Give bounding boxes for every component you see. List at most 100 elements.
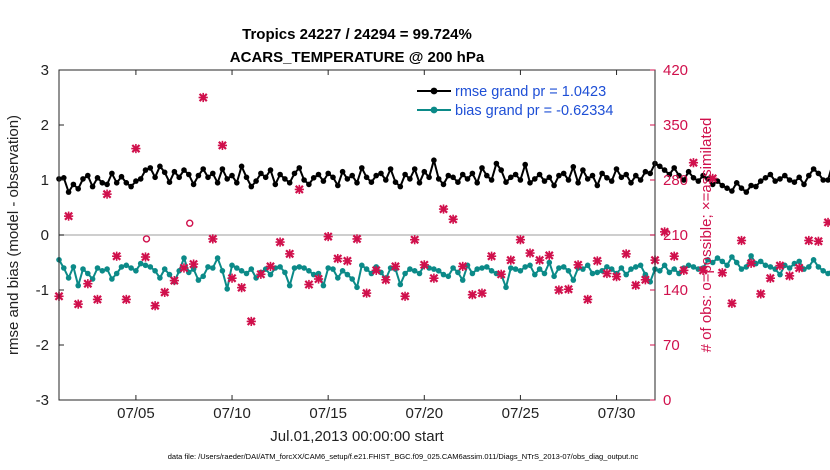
bias-point (104, 266, 110, 272)
assimilated-count-marker (621, 249, 631, 259)
rmse-point (325, 170, 332, 177)
rmse-point (176, 174, 182, 181)
assimilated-count-marker (756, 289, 766, 299)
assimilated-count-marker (554, 285, 564, 295)
bias-point (315, 270, 322, 277)
rmse-point (541, 178, 548, 184)
rmse-point (306, 181, 312, 188)
y-right-tick-label: 350 (663, 117, 688, 134)
assimilated-count-marker (727, 298, 737, 308)
rmse-point (536, 171, 543, 178)
rmse-point (214, 180, 221, 186)
x-tick-label: 07/10 (213, 405, 251, 422)
y-left-tick-label: 1 (41, 172, 49, 189)
bias-point (166, 271, 173, 278)
rmse-point (243, 174, 250, 181)
rmse-point (315, 171, 322, 178)
bias-point (527, 262, 533, 269)
rmse-point (157, 163, 163, 170)
assimilated-count-marker (333, 253, 343, 264)
assimilated-count-marker (169, 275, 179, 286)
assimilated-count-marker (323, 231, 333, 242)
rmse-point (661, 167, 668, 173)
rmse-point (407, 176, 413, 182)
rmse-point (647, 170, 653, 177)
bias-point (536, 266, 543, 272)
rmse-point (277, 171, 283, 178)
assimilated-count-marker (765, 273, 775, 283)
rmse-point (714, 178, 721, 184)
rmse-point (642, 168, 649, 175)
rmse-point (806, 172, 812, 179)
assimilated-count-marker (121, 294, 131, 305)
assimilated-count-marker (496, 269, 506, 279)
assimilated-count-marker (784, 271, 795, 281)
bias-point (142, 262, 149, 269)
bias-point (560, 264, 567, 270)
assimilated-count-marker (486, 251, 497, 261)
bias-point (133, 268, 139, 274)
bias-point (291, 265, 298, 271)
bias-point (80, 266, 86, 272)
assimilated-count-marker (592, 256, 602, 266)
bias-point (541, 270, 548, 277)
rmse-point (397, 183, 404, 190)
rmse-point (339, 168, 346, 175)
assimilated-count-marker (736, 235, 747, 246)
rmse-point (392, 179, 399, 185)
rmse-point (224, 176, 230, 182)
bias-point (190, 266, 197, 272)
rmse-point (786, 177, 793, 183)
rmse-point (719, 182, 726, 189)
rmse-point (147, 165, 154, 171)
rmse-point (89, 183, 96, 190)
bias-point (61, 265, 67, 271)
assimilated-count-marker (237, 283, 247, 293)
y-axis-left: 3 2 1 0 -1 -2 -3 (36, 62, 64, 409)
rmse-point (99, 180, 106, 186)
rmse-point (685, 168, 692, 175)
rmse-point (262, 174, 269, 181)
bias-point (633, 264, 639, 270)
bias-point (724, 262, 730, 269)
rmse-point (171, 168, 178, 175)
rmse-point (512, 171, 519, 178)
assimilated-count-marker (362, 288, 372, 298)
assimilated-count-marker (717, 268, 727, 278)
assimilated-count-marker (506, 255, 516, 265)
rmse-point (137, 176, 144, 182)
y-left-tick-label: -2 (36, 337, 49, 354)
bias-point (757, 258, 764, 265)
rmse-point (733, 180, 740, 186)
bias-point (599, 268, 605, 274)
bias-point (825, 270, 830, 277)
bias-point (359, 262, 365, 269)
bias-point (484, 264, 490, 270)
bias-point (435, 268, 442, 274)
assimilated-count-marker (669, 251, 679, 261)
assimilated-count-marker (535, 255, 545, 265)
rmse-point (354, 180, 360, 186)
bias-point (748, 253, 754, 259)
rmse-point (205, 174, 211, 181)
rmse-point (753, 183, 759, 190)
rmse-point (104, 181, 110, 188)
assimilated-count-marker (429, 273, 439, 283)
rmse-point (416, 180, 423, 186)
rmse-point (657, 163, 663, 170)
bias-point (137, 260, 144, 267)
rmse-point (608, 178, 615, 184)
rmse-point (113, 180, 120, 186)
assimilated-count-marker (256, 269, 266, 279)
bias-point (777, 271, 783, 278)
rmse-point (359, 165, 365, 171)
rmse-point (532, 176, 538, 182)
rmse-point (387, 166, 394, 172)
rmse-point (61, 175, 67, 181)
assimilated-count-marker (198, 92, 208, 103)
bias-point (176, 268, 182, 274)
bias-point (99, 268, 106, 274)
bias-point (796, 258, 802, 265)
y-left-tick-label: 2 (41, 117, 49, 134)
bias-point (147, 264, 154, 270)
